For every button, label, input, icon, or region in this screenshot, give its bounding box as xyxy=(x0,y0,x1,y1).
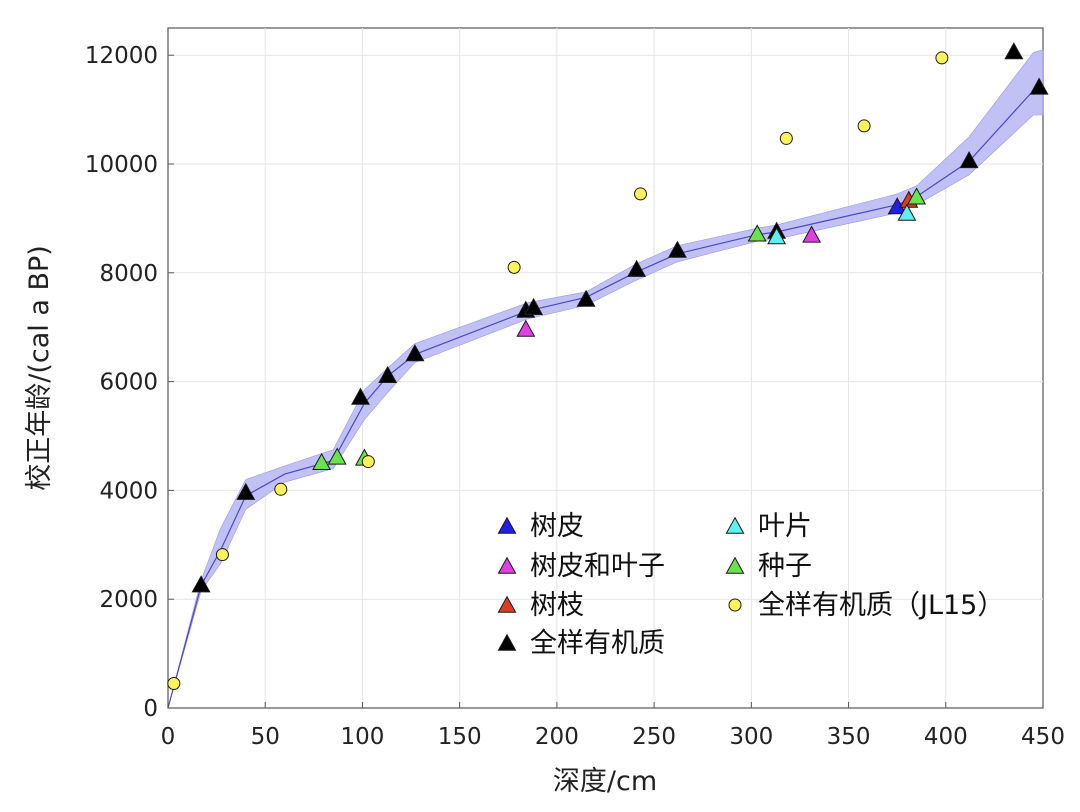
data-point-circle xyxy=(167,677,181,691)
legend-label: 种子 xyxy=(758,551,812,582)
data-point-triangle xyxy=(576,289,596,307)
legend-marker-triangle xyxy=(725,556,745,574)
y-tick-label: 10000 xyxy=(85,152,158,178)
data-point-triangle xyxy=(802,225,822,243)
legend-marker-triangle xyxy=(725,516,745,534)
y-tick-label: 2000 xyxy=(99,587,158,613)
data-point-triangle xyxy=(312,452,332,470)
data-point-triangle xyxy=(907,187,927,205)
y-axis-title: 校正年龄/(cal a BP) xyxy=(24,245,55,491)
data-point-triangle xyxy=(378,365,398,383)
data-point-triangle xyxy=(191,575,211,593)
legend-label: 叶片 xyxy=(758,511,812,542)
plot-area xyxy=(167,27,1044,709)
confidence-band-area xyxy=(167,49,1044,709)
data-point-triangle xyxy=(351,387,370,405)
data-point-circle xyxy=(634,187,647,201)
data-point-triangle xyxy=(516,319,536,337)
data-point-circle xyxy=(361,455,375,469)
data-point-triangle xyxy=(897,203,917,221)
y-tick-label: 12000 xyxy=(85,43,158,69)
x-tick-label: 200 xyxy=(535,724,579,750)
x-axis-ticks: 0 50 100 150 200 250 300 350 400 450 xyxy=(161,702,1065,750)
data-point-triangle xyxy=(959,150,979,169)
y-tick-label: 4000 xyxy=(99,478,158,504)
data-point-circle xyxy=(857,119,871,133)
x-tick-label: 0 xyxy=(161,724,176,750)
data-point-triangle xyxy=(747,224,767,242)
legend-label: 全样有机质（JL15） xyxy=(758,590,1004,621)
data-point-circle xyxy=(215,548,229,562)
legend-marker-triangle xyxy=(497,516,517,534)
data-point-circle xyxy=(507,260,521,274)
y-tick-label: 0 xyxy=(143,696,158,722)
confidence-band xyxy=(167,49,1044,709)
legend-marker-triangle xyxy=(497,595,517,613)
data-point-triangle xyxy=(767,227,787,245)
data-point-triangle xyxy=(327,447,347,465)
x-tick-label: 150 xyxy=(438,724,482,750)
x-axis-title: 深度/cm xyxy=(553,766,657,797)
grid-lines xyxy=(168,28,1043,708)
data-point-circle xyxy=(779,131,793,145)
data-point-triangle xyxy=(405,344,425,362)
legend-label: 树皮 xyxy=(530,511,584,542)
legend-label: 树皮和叶子 xyxy=(530,551,665,582)
data-point-triangle xyxy=(627,259,647,277)
x-tick-label: 350 xyxy=(827,724,871,750)
data-points xyxy=(167,42,1049,691)
legend-marker-circle xyxy=(728,598,742,612)
legend-label: 树枝 xyxy=(530,590,584,621)
data-point-triangle xyxy=(1029,77,1049,95)
data-point-triangle xyxy=(236,482,256,500)
data-point-circle xyxy=(274,482,288,496)
x-tick-label: 300 xyxy=(729,724,773,750)
data-point-triangle xyxy=(1004,42,1024,60)
x-tick-label: 450 xyxy=(1021,724,1065,750)
data-point-triangle xyxy=(524,297,544,315)
legend-label: 全样有机质 xyxy=(530,628,665,659)
x-tick-label: 50 xyxy=(251,724,280,750)
x-tick-label: 400 xyxy=(924,724,968,750)
x-tick-label: 100 xyxy=(340,724,384,750)
legend-marker-triangle xyxy=(497,556,517,574)
data-point-triangle xyxy=(667,240,687,258)
y-tick-label: 8000 xyxy=(99,261,158,287)
y-tick-label: 6000 xyxy=(99,370,158,396)
x-tick-label: 250 xyxy=(632,724,676,750)
legend-marker-triangle xyxy=(497,633,517,651)
data-point-circle xyxy=(935,51,949,65)
y-axis-ticks: 0 2000 4000 6000 8000 10000 12000 xyxy=(85,43,174,722)
